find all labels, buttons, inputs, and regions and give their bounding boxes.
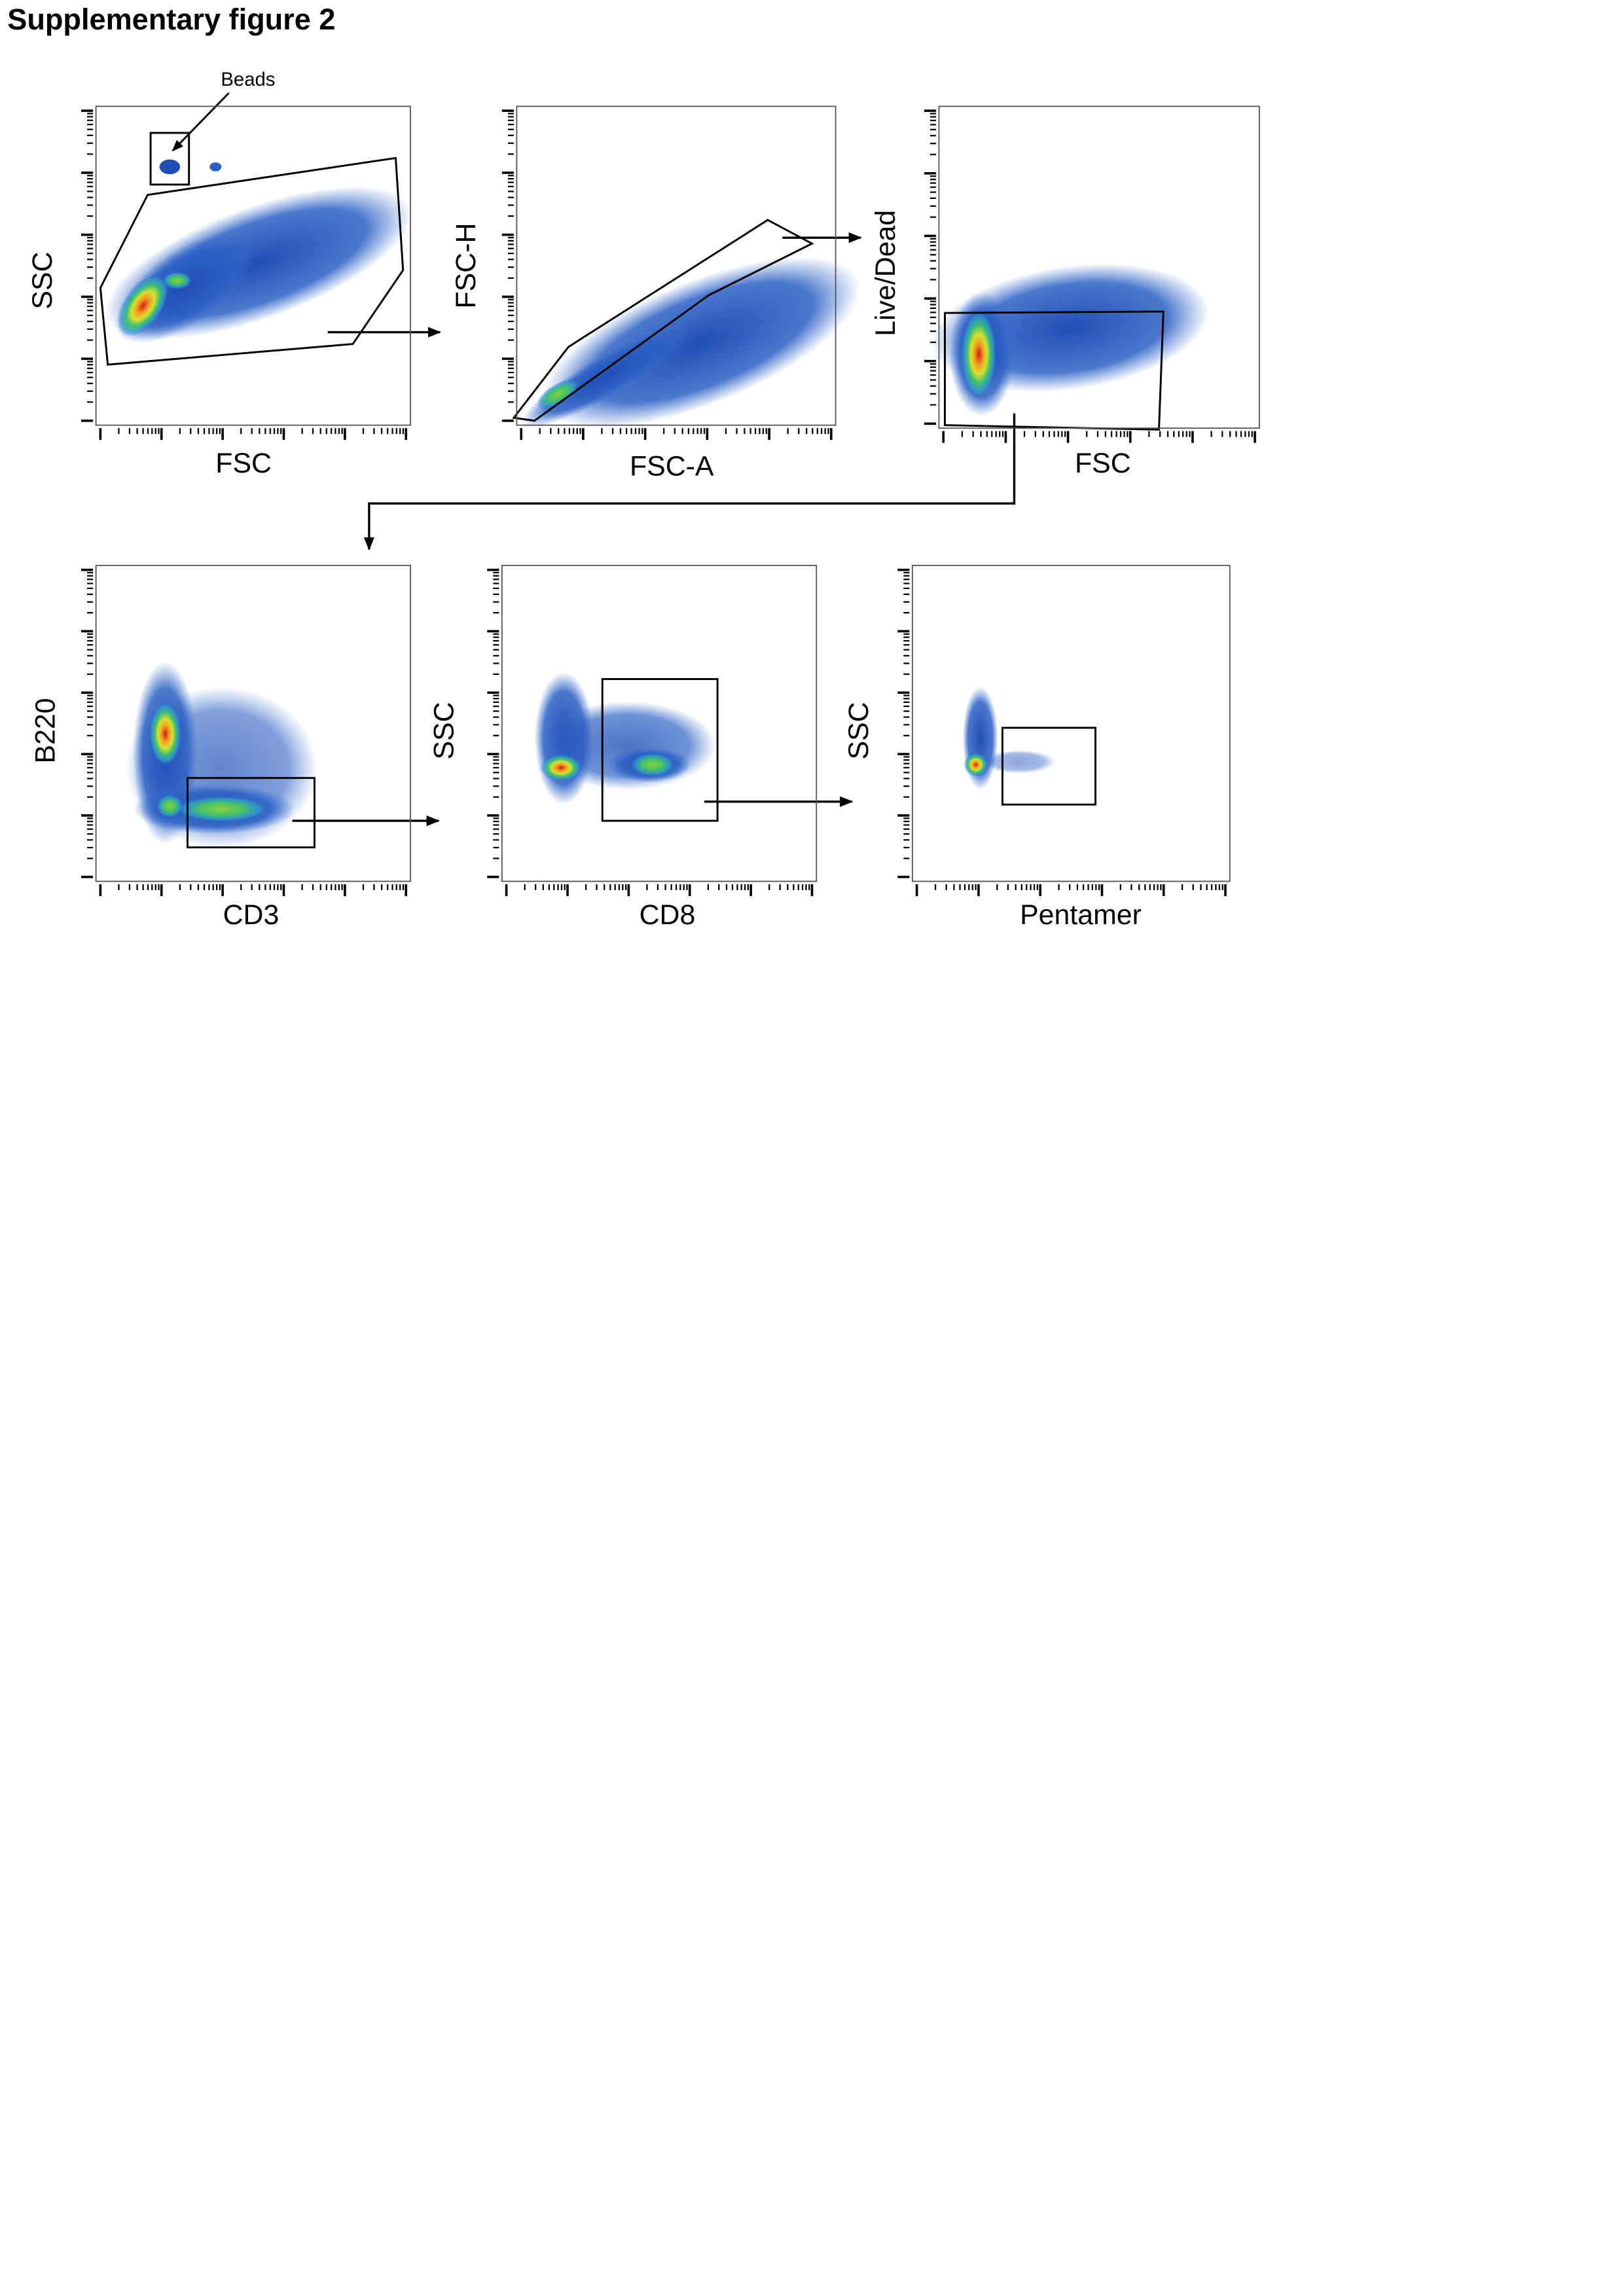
x-axis-label: CD3 (223, 899, 280, 931)
density-blob (162, 272, 192, 290)
gate (186, 777, 316, 849)
x-axis-label: FSC (215, 448, 272, 479)
y-axis-label: Live/Dead (870, 210, 901, 336)
density (534, 672, 716, 805)
x-axis-label: FSC (1075, 448, 1131, 479)
gate (149, 132, 190, 186)
density-blob (981, 749, 1056, 774)
density-blob (159, 159, 181, 175)
gate (944, 310, 1164, 431)
arrow (363, 413, 1016, 551)
plot-frame (938, 105, 1260, 429)
density (931, 263, 1210, 417)
arrow (171, 92, 230, 152)
plot-frame (501, 564, 818, 882)
y-axis-label: SSC (843, 702, 875, 759)
annotation: Beads (221, 69, 275, 90)
density (521, 257, 861, 429)
gate (99, 156, 405, 366)
density-blob (540, 754, 582, 781)
density (125, 661, 317, 849)
y-axis-label: SSC (27, 252, 58, 310)
gate (512, 219, 814, 422)
density-blob (961, 310, 997, 399)
density (104, 159, 412, 344)
gate (601, 678, 719, 822)
density-blob (156, 794, 183, 818)
density-blob (174, 795, 269, 823)
x-axis-label: Pentamer (1020, 899, 1142, 931)
x-axis-label: FSC-A (630, 450, 714, 482)
x-axis-label: CD8 (640, 899, 696, 931)
plot-frame (516, 105, 837, 426)
figure-title: Supplementary figure 2 (7, 3, 335, 36)
density-blob (537, 379, 579, 409)
plot-frame (911, 564, 1231, 882)
density-blob (630, 753, 675, 777)
plot-frame (95, 564, 411, 882)
y-axis-label: FSC-H (450, 223, 482, 309)
density-blob (149, 701, 182, 766)
density-blob (964, 753, 988, 777)
gate (1001, 726, 1097, 806)
y-axis-label: B220 (29, 698, 61, 763)
y-axis-label: SSC (428, 702, 460, 759)
density-blob (117, 274, 170, 337)
density-blob (209, 162, 222, 171)
density (962, 686, 1056, 790)
density-blob: FSC SSC FSC-A FSC-H FSC Live/Dead CD3 B220 CD8 SS… (27, 105, 1260, 931)
plot-frame (95, 105, 411, 426)
